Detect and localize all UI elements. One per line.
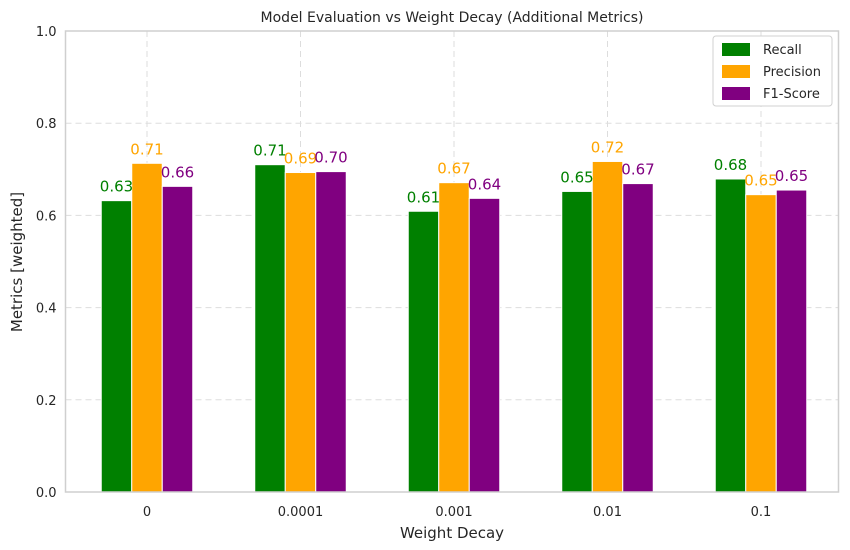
y-tick-label: 0.2 [36,394,57,409]
value-label-f1-score: 0.67 [621,161,654,179]
bar-precision [438,182,470,493]
value-label-recall: 0.63 [100,178,133,196]
ticks: 0.0 0.2 0.4 0.6 0.8 1.0 0 0.0001 0.001 0.01 0.1 [36,25,772,520]
legend-swatch-recall [722,43,750,56]
value-label-f1-score: 0.65 [775,167,808,185]
plot-frame [64,30,840,493]
y-axis-label: Metrics [weighted] [8,192,26,332]
bar-recall [714,178,747,493]
value-labels: 0.630.710.610.650.680.710.690.670.720.65… [100,138,808,206]
y-tick-label: 0.0 [36,486,57,501]
bar-recall [561,190,593,493]
bar-precision [131,162,163,493]
bar-precision [284,172,317,493]
bar-f1-score [622,183,654,493]
value-label-precision: 0.72 [591,138,624,156]
y-tick-label: 1.0 [36,25,57,40]
bar-f1-score [161,185,194,493]
bar-precision [745,194,777,493]
value-label-recall: 0.68 [714,156,747,174]
x-tick-label: 0.0001 [278,505,324,520]
legend-swatch-precision [722,65,750,78]
x-tick-label: 0 [143,505,151,520]
bar-precision [591,160,624,493]
bars [100,160,808,493]
legend-label-recall: Recall [763,43,802,58]
x-tick-label: 0.1 [751,505,772,520]
chart-title: Model Evaluation vs Weight Decay (Additi… [261,10,644,26]
x-tick-label: 0.01 [593,505,622,520]
value-label-recall: 0.65 [560,168,593,186]
x-axis-label: Weight Decay [400,524,504,542]
value-label-precision: 0.67 [437,160,470,178]
bar-f1-score [315,171,347,493]
bar-f1-score [468,197,501,493]
value-label-f1-score: 0.70 [314,149,347,167]
y-tick-label: 0.6 [36,209,57,224]
value-label-precision: 0.69 [284,150,317,168]
value-label-recall: 0.71 [253,142,286,160]
value-label-f1-score: 0.64 [468,175,501,193]
value-label-precision: 0.71 [130,140,163,158]
bar-recall [254,164,286,493]
bar-recall [100,200,133,493]
value-label-precision: 0.65 [744,172,777,190]
legend-swatch-f1-score [722,87,750,100]
x-tick-label: 0.001 [435,505,472,520]
legend-label-f1-score: F1-Score [763,87,820,102]
y-tick-label: 0.8 [36,117,57,132]
y-tick-label: 0.4 [36,302,57,317]
value-label-f1-score: 0.66 [161,163,194,181]
bar-f1-score [775,189,808,493]
legend: Recall Precision F1-Score [712,35,833,107]
bar-recall [407,210,440,493]
legend-label-precision: Precision [763,65,821,80]
value-label-recall: 0.61 [407,188,440,206]
